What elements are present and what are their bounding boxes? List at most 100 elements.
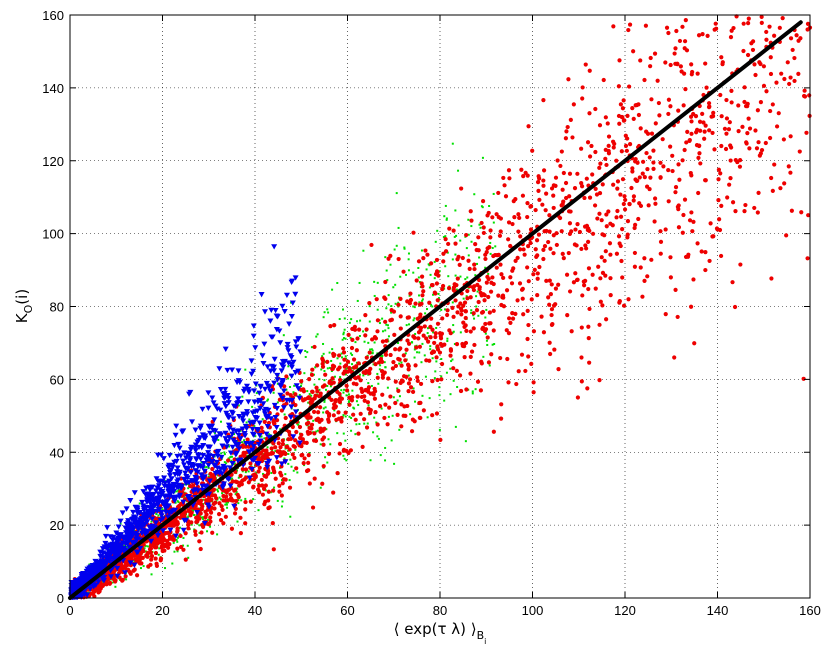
data-point (294, 429, 299, 435)
data-point (306, 460, 311, 465)
data-point (464, 440, 467, 443)
data-point (658, 229, 663, 234)
data-point (341, 338, 344, 341)
data-point (235, 368, 242, 374)
data-point (104, 582, 109, 587)
data-point (326, 384, 329, 387)
data-point (664, 25, 670, 30)
data-point (225, 501, 228, 504)
data-point (611, 145, 616, 150)
data-point (434, 355, 439, 360)
data-point (597, 165, 602, 170)
data-point (359, 386, 364, 391)
data-point (319, 486, 322, 489)
data-point (488, 205, 491, 208)
data-point (205, 504, 212, 510)
data-point (467, 254, 470, 257)
data-point (331, 351, 336, 357)
data-point (275, 460, 280, 465)
data-point (315, 335, 318, 338)
data-point (287, 452, 290, 455)
data-point (425, 268, 428, 271)
data-point (119, 578, 122, 581)
data-point (699, 249, 704, 254)
data-point (351, 363, 354, 366)
data-point (396, 399, 399, 402)
data-point (171, 537, 177, 543)
data-point (788, 75, 793, 80)
data-point (554, 242, 559, 248)
data-point (277, 483, 282, 488)
data-point (226, 506, 229, 509)
data-point (183, 495, 186, 498)
data-point (638, 265, 643, 270)
data-point (316, 410, 321, 415)
data-point (333, 375, 336, 378)
data-point (655, 78, 660, 83)
data-point (351, 365, 357, 370)
data-point (387, 405, 392, 410)
data-point (452, 324, 455, 327)
data-point (102, 540, 109, 547)
data-point (333, 399, 338, 404)
data-point (615, 208, 620, 214)
data-point (658, 160, 663, 165)
data-point (620, 115, 625, 120)
data-point (604, 224, 609, 229)
data-point (652, 51, 658, 56)
data-point (531, 390, 536, 395)
data-point (390, 311, 393, 314)
data-point (356, 320, 359, 323)
data-point (356, 299, 359, 302)
data-point (197, 456, 204, 462)
data-point (370, 384, 373, 387)
data-point (376, 308, 379, 311)
data-point (307, 401, 310, 404)
data-point (371, 352, 374, 355)
data-point (171, 442, 178, 449)
data-point (607, 241, 613, 246)
data-point (247, 470, 250, 473)
data-point (306, 452, 311, 458)
data-point (726, 127, 732, 132)
data-point (790, 47, 795, 53)
data-point (670, 153, 675, 158)
data-point (496, 293, 501, 298)
data-point (788, 134, 793, 139)
data-point (729, 88, 734, 93)
data-point (695, 127, 700, 132)
data-point (389, 263, 392, 266)
data-point (273, 476, 278, 481)
data-point (587, 68, 592, 73)
data-point (772, 33, 777, 38)
data-point (367, 371, 372, 376)
data-point (324, 388, 327, 391)
data-point (725, 195, 730, 200)
data-point (227, 457, 230, 460)
data-point (450, 305, 455, 310)
data-point (277, 392, 284, 399)
data-point (487, 310, 492, 315)
data-point (418, 381, 424, 387)
data-point (208, 510, 214, 515)
data-point (329, 397, 334, 402)
data-point (316, 333, 319, 336)
data-point (380, 407, 383, 410)
data-point (687, 137, 692, 143)
data-point (219, 443, 226, 449)
data-point (498, 229, 503, 234)
data-point (354, 341, 357, 344)
data-point (444, 308, 447, 311)
data-point (519, 352, 525, 357)
data-point (249, 426, 256, 433)
data-point (187, 515, 190, 518)
data-point (471, 311, 476, 316)
data-point (456, 254, 461, 259)
data-point (368, 320, 371, 323)
data-point (431, 349, 437, 354)
data-point (458, 388, 464, 394)
data-point (387, 327, 390, 330)
data-point (395, 244, 398, 247)
data-point (632, 264, 637, 269)
